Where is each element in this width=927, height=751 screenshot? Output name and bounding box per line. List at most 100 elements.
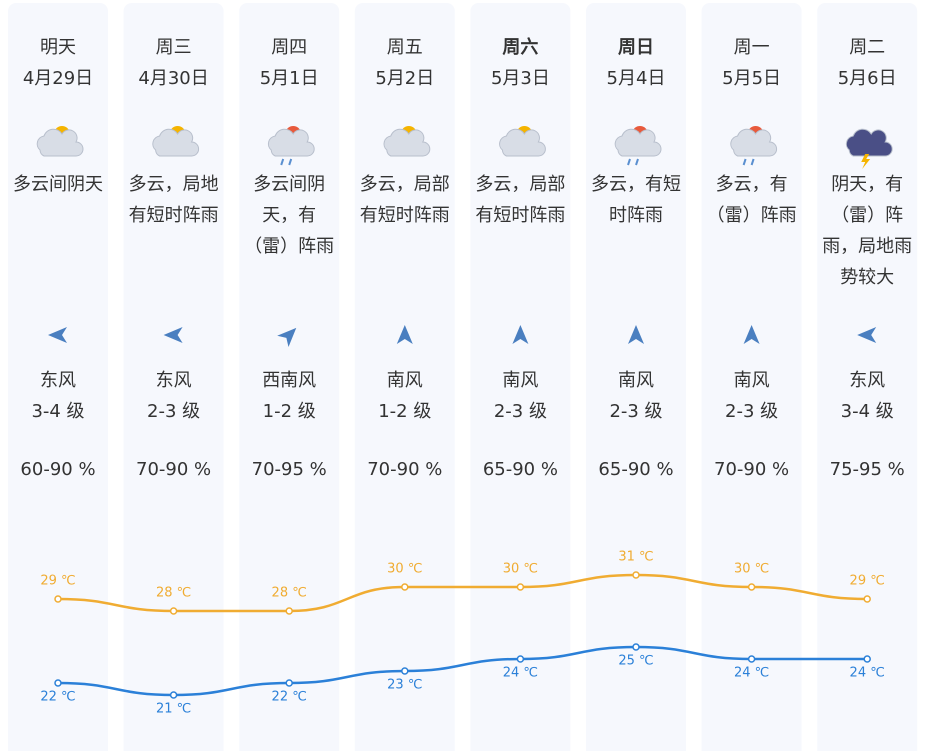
day-column	[586, 3, 686, 751]
temp-line	[57, 645, 868, 697]
temp-label: 28 ℃	[272, 586, 307, 601]
temp-point	[401, 583, 409, 591]
temp-point	[401, 667, 409, 675]
temp-label: 30 ℃	[503, 562, 538, 577]
wind-arrow	[743, 325, 760, 344]
weather-text: 有短时阵雨	[129, 205, 219, 226]
temp-point	[169, 607, 178, 615]
wind-arrow	[163, 327, 183, 343]
rain	[280, 158, 293, 166]
temp-point	[169, 691, 178, 699]
temp-point	[747, 655, 756, 663]
date: 5月2日	[375, 68, 434, 89]
date: 4月29日	[23, 68, 93, 89]
temp-point	[863, 595, 871, 603]
weather-text: 多云间阴天	[13, 174, 103, 195]
weather-icon	[499, 126, 546, 157]
weather-text: 雨，局地雨	[822, 236, 912, 257]
temp-point	[54, 595, 62, 603]
weekday: 周一	[734, 37, 770, 58]
wind-level: 2-3 级	[494, 401, 547, 422]
wind: 西南风	[262, 370, 316, 391]
weather-text: （雷）阵雨	[244, 236, 334, 257]
date: 5月5日	[722, 68, 781, 89]
cloud	[845, 128, 893, 157]
day-column	[470, 3, 571, 751]
wind-level: 2-3 级	[147, 401, 200, 422]
weather-text: 多云，有短	[591, 174, 681, 195]
temp-point	[516, 583, 525, 591]
weather-text: 多云，局部	[360, 174, 450, 195]
weather-text: 天，有	[262, 205, 316, 226]
humidity: 70-90 %	[367, 459, 442, 480]
temp-point	[516, 655, 525, 663]
weather-text: 多云，有	[716, 174, 788, 195]
temp-line	[57, 573, 868, 613]
temp-point	[54, 679, 62, 687]
temp-point	[863, 655, 871, 663]
cloud	[267, 128, 315, 157]
wind: 南风	[734, 370, 770, 391]
temp-label: 30 ℃	[734, 562, 769, 577]
temp-label: 24 ℃	[734, 666, 769, 681]
weekday: 周六	[502, 36, 538, 58]
weather-text: 多云，局部	[475, 174, 565, 195]
wind-level: 3-4 级	[841, 401, 894, 422]
weekday: 周日	[618, 37, 654, 58]
weekday: 周五	[387, 37, 423, 58]
weather-text: 阴天，有	[831, 174, 903, 195]
date: 5月6日	[838, 68, 897, 89]
weather-text: （雷）阵雨	[707, 205, 797, 226]
cloud	[36, 128, 84, 157]
weather-icon	[152, 126, 200, 157]
wind-arrow	[48, 327, 67, 343]
weather-icon	[614, 126, 662, 166]
weather-icon	[36, 126, 84, 157]
humidity: 70-90 %	[136, 459, 211, 480]
cloud	[730, 128, 778, 157]
weather-text: 多云，局地	[129, 174, 219, 195]
weather-text: 多云间阴	[253, 174, 325, 195]
humidity: 65-90 %	[598, 459, 673, 480]
weekday: 明天	[40, 37, 76, 58]
wind: 南风	[387, 370, 423, 391]
wind-arrow	[628, 325, 644, 344]
day-column	[817, 3, 918, 751]
wind-level: 2-3 级	[725, 401, 778, 422]
wind: 东风	[156, 370, 192, 391]
weather-text: （雷）阵	[831, 205, 903, 226]
humidity: 70-95 %	[252, 459, 327, 480]
cloud	[499, 128, 546, 157]
date: 4月30日	[138, 68, 208, 89]
temp-label: 28 ℃	[156, 586, 191, 601]
weather-icon	[383, 126, 431, 157]
weather-text: 势较大	[840, 267, 894, 288]
humidity: 75-95 %	[830, 459, 905, 480]
day-column	[354, 3, 455, 751]
weather-text: 有短时阵雨	[360, 205, 450, 226]
weather-text: 有短时阵雨	[475, 205, 565, 226]
temp-point	[285, 607, 293, 615]
weekday: 周三	[156, 37, 192, 58]
wind-arrow	[857, 327, 877, 343]
humidity: 65-90 %	[483, 459, 558, 480]
wind-level: 2-3 级	[609, 401, 662, 422]
rain	[627, 158, 639, 166]
temp-label: 25 ℃	[618, 654, 653, 669]
humidity: 60-90 %	[20, 459, 95, 480]
day-column	[701, 3, 802, 751]
weather-icon	[730, 126, 778, 166]
day-column	[8, 3, 108, 751]
temp-label: 23 ℃	[387, 678, 422, 693]
wind-arrow	[277, 327, 297, 348]
bolt	[861, 154, 871, 169]
date: 5月3日	[491, 68, 550, 89]
wind: 东风	[849, 370, 885, 391]
wind: 南风	[502, 370, 538, 391]
temp-label: 29 ℃	[850, 574, 885, 589]
humidity: 70-90 %	[714, 459, 789, 480]
cloud	[383, 128, 431, 157]
weekday: 周二	[849, 37, 885, 58]
